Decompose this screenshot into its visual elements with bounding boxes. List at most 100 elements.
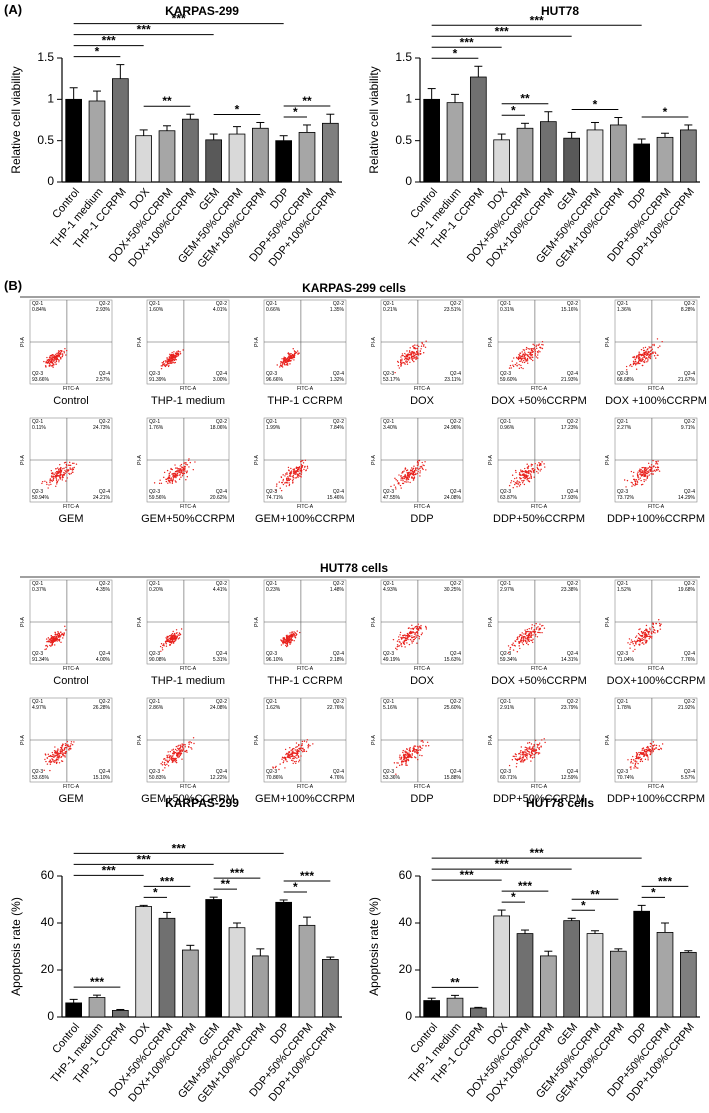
event-dot	[70, 743, 71, 744]
event-dot	[411, 757, 412, 758]
event-dot	[397, 361, 398, 362]
significance-label: ***	[530, 846, 544, 860]
event-dot	[55, 486, 56, 487]
event-dot	[281, 640, 282, 641]
event-dot	[659, 625, 660, 626]
event-dot	[74, 467, 75, 468]
event-dot	[528, 644, 529, 645]
event-dot	[646, 470, 647, 471]
event-dot	[184, 470, 185, 471]
event-dot	[645, 468, 646, 469]
error-bar	[521, 123, 529, 128]
event-dot	[47, 646, 48, 647]
event-dot	[520, 640, 521, 641]
event-dot	[172, 760, 173, 761]
event-dot	[522, 358, 523, 359]
event-dot	[50, 755, 51, 756]
event-dot	[182, 475, 183, 476]
error-bar	[256, 122, 264, 128]
event-dot	[297, 630, 298, 631]
event-dot	[637, 362, 638, 363]
quadrant-percent: 59.34%	[500, 657, 518, 663]
event-dot	[285, 482, 286, 483]
event-dot	[641, 355, 642, 356]
event-dot	[59, 464, 60, 465]
event-dot	[294, 477, 295, 478]
event-dot	[411, 351, 412, 352]
event-dot	[284, 482, 285, 483]
significance-label: *	[663, 105, 668, 119]
event-dot	[625, 486, 626, 487]
bar	[206, 140, 222, 182]
error-bar	[614, 118, 622, 125]
event-dot	[178, 745, 179, 746]
event-dot	[539, 464, 540, 465]
significance-label: *	[95, 45, 100, 59]
event-dot	[397, 762, 398, 763]
event-dot	[412, 471, 413, 472]
event-dot	[651, 633, 652, 634]
event-dot	[638, 354, 639, 355]
quadrant-percent: 15.88%	[444, 775, 462, 781]
event-dot	[415, 358, 416, 359]
event-dot	[288, 467, 289, 468]
event-dot	[634, 761, 635, 762]
event-dot	[407, 639, 408, 640]
significance-label: *	[235, 102, 240, 116]
event-dot	[410, 639, 411, 640]
quadrant-percent: 4.01%	[213, 307, 228, 313]
event-dot	[412, 631, 413, 632]
event-dot	[172, 638, 173, 639]
event-dot	[415, 638, 416, 639]
event-dot	[289, 639, 290, 640]
event-dot	[640, 469, 641, 470]
event-dot	[644, 749, 645, 750]
y-tick-label: 0.5	[395, 133, 412, 147]
event-dot	[304, 741, 305, 742]
event-dot	[636, 479, 637, 480]
flow-plot: Q2-11.99%Q2-27.84%Q2-374.71%Q2-415.46%FI…	[254, 418, 346, 510]
bar	[276, 902, 292, 1017]
event-dot	[400, 485, 401, 486]
flow-x-label: FITC-A	[180, 666, 197, 672]
quadrant-percent: 1.99%	[266, 425, 281, 431]
event-dot	[295, 749, 296, 750]
event-dot	[649, 467, 650, 468]
flow-y-label: PI-A	[254, 336, 260, 346]
event-dot	[63, 351, 64, 352]
event-dot	[169, 361, 170, 362]
event-dot	[515, 756, 516, 757]
event-dot	[51, 761, 52, 762]
event-dot	[401, 761, 402, 762]
event-dot	[165, 641, 166, 642]
event-dot	[58, 355, 59, 356]
significance-label: **	[450, 975, 460, 989]
event-dot	[533, 470, 534, 471]
event-dot	[172, 483, 173, 484]
event-dot	[647, 349, 648, 350]
event-dot	[163, 644, 164, 645]
event-dot	[289, 644, 290, 645]
event-dot	[169, 760, 170, 761]
event-dot	[67, 477, 68, 478]
event-dot	[646, 753, 647, 754]
event-dot	[522, 757, 523, 758]
event-dot	[291, 756, 292, 757]
event-dot	[179, 632, 180, 633]
event-dot	[165, 637, 166, 638]
event-dot	[414, 627, 415, 628]
event-dot	[657, 630, 658, 631]
event-dot	[412, 356, 413, 357]
bar	[112, 1010, 128, 1017]
event-dot	[541, 739, 542, 740]
event-dot	[182, 746, 183, 747]
event-dot	[50, 484, 51, 485]
flow-plot: Q2-10.23%Q2-21.48%Q2-396.10%Q2-42.18%FIT…	[254, 580, 346, 672]
event-dot	[289, 473, 290, 474]
event-dot	[425, 627, 426, 628]
event-dot	[390, 486, 391, 487]
event-dot	[301, 464, 302, 465]
event-dot	[286, 485, 287, 486]
event-dot	[515, 641, 516, 642]
event-dot	[417, 467, 418, 468]
